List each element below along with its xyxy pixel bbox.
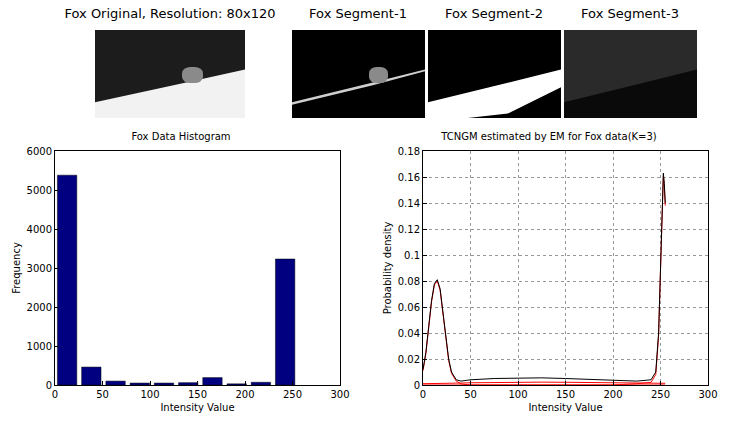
svg-text:250: 250 <box>651 389 670 400</box>
html-text:Fox Segment-1: Fox Segment-1 <box>309 6 407 21</box>
svg-text:250: 250 <box>283 389 302 400</box>
svg-text:0.04: 0.04 <box>398 328 420 339</box>
svg-text:4000: 4000 <box>27 224 52 235</box>
svg-text:150: 150 <box>556 389 575 400</box>
svg-text:0: 0 <box>52 389 58 400</box>
svg-text:TCNGM estimated by EM for Fox: TCNGM estimated by EM for Fox data(K=3) <box>440 131 657 142</box>
svg-text:0.02: 0.02 <box>398 354 420 365</box>
svg-text:0.18: 0.18 <box>398 146 420 157</box>
svg-text:100: 100 <box>140 389 159 400</box>
html-text:Fox Segment-3: Fox Segment-3 <box>581 6 679 21</box>
svg-text:0: 0 <box>46 380 52 391</box>
svg-text:50: 50 <box>464 389 477 400</box>
svg-text:300: 300 <box>330 389 349 400</box>
svg-text:200: 200 <box>603 389 622 400</box>
svg-text:0.08: 0.08 <box>398 276 420 287</box>
svg-text:200: 200 <box>235 389 254 400</box>
svg-text:0: 0 <box>414 380 420 391</box>
html-text:Fox Segment-2: Fox Segment-2 <box>445 6 543 21</box>
svg-text:Fox Data Histogram: Fox Data Histogram <box>131 131 230 142</box>
svg-text:Intensity Value: Intensity Value <box>160 402 234 413</box>
svg-text:Intensity Value: Intensity Value <box>528 402 602 413</box>
svg-text:0.14: 0.14 <box>398 198 420 209</box>
svg-text:0.12: 0.12 <box>398 224 420 235</box>
svg-text:300: 300 <box>698 389 717 400</box>
svg-text:0.1: 0.1 <box>404 250 420 261</box>
html-text:Fox Original, Resolution: 80x1: Fox Original, Resolution: 80x120 <box>64 6 276 21</box>
svg-text:Frequency: Frequency <box>11 242 22 294</box>
svg-text:50: 50 <box>96 389 109 400</box>
svg-text:2000: 2000 <box>27 302 52 313</box>
svg-text:3000: 3000 <box>27 263 52 274</box>
svg-text:0: 0 <box>420 389 426 400</box>
svg-text:Probability density: Probability density <box>382 222 393 315</box>
svg-text:1000: 1000 <box>27 341 52 352</box>
svg-text:5000: 5000 <box>27 185 52 196</box>
svg-text:6000: 6000 <box>27 146 52 157</box>
svg-text:0.16: 0.16 <box>398 172 420 183</box>
svg-text:150: 150 <box>188 389 207 400</box>
svg-text:100: 100 <box>508 389 527 400</box>
svg-text:0.06: 0.06 <box>398 302 420 313</box>
